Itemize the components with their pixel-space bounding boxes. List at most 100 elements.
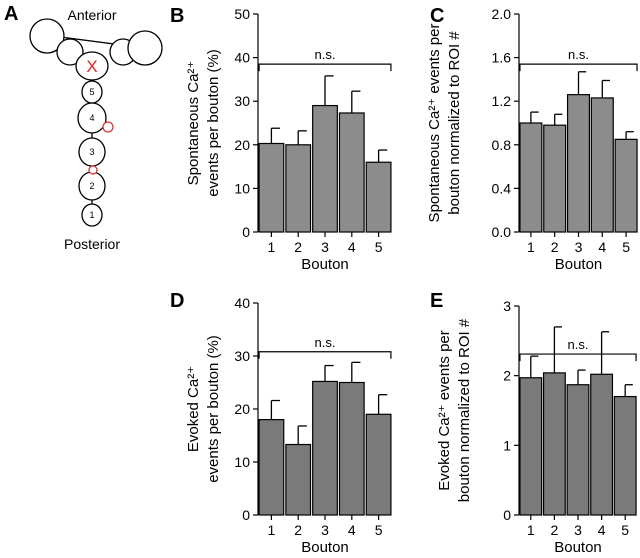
bar bbox=[312, 380, 338, 516]
x-axis-label: Bouton bbox=[301, 539, 349, 556]
bar bbox=[590, 97, 614, 233]
x-tick-label: 5 bbox=[375, 522, 383, 538]
y-axis-label-line: Evoked Ca²⁺ events per bbox=[436, 330, 453, 491]
x-tick-label: 1 bbox=[527, 522, 535, 538]
red-marker bbox=[102, 121, 114, 133]
x-tick-label: 4 bbox=[598, 239, 606, 255]
significance-bracket bbox=[258, 63, 392, 72]
y-axis-label-line: bouton normalized to ROI # bbox=[446, 31, 463, 215]
y-axis-label-line: Spontaneous Ca²⁺ events per bbox=[426, 24, 443, 223]
y-tick-label: 0 bbox=[503, 507, 511, 523]
x-axis-label: Bouton bbox=[555, 256, 603, 273]
panel-letter: A bbox=[4, 3, 18, 25]
panel-letter: B bbox=[170, 5, 184, 27]
y-tick-label: 50 bbox=[234, 6, 250, 22]
bouton-number: 4 bbox=[89, 113, 94, 123]
y-tick-label: 2 bbox=[503, 368, 511, 384]
y-tick-label: 0.4 bbox=[492, 180, 512, 196]
significance-bracket bbox=[519, 63, 638, 72]
y-tick-label: 0 bbox=[242, 224, 250, 240]
y-axis-label: Evoked Ca²⁺ events per bouton normalized … bbox=[436, 318, 473, 502]
x-tick-label: 4 bbox=[348, 239, 356, 255]
y-axis-label: Spontaneous Ca²⁺ events per bouton normal… bbox=[426, 24, 463, 223]
bar bbox=[365, 413, 392, 516]
bar bbox=[285, 443, 312, 516]
y-axis-label-line: Spontaneous Ca²⁺ bbox=[185, 61, 202, 186]
x-tick-label: 2 bbox=[551, 239, 559, 255]
posterior-label: Posterior bbox=[64, 236, 120, 252]
y-tick-label: 1 bbox=[503, 437, 511, 453]
x-tick-label: 4 bbox=[348, 522, 356, 538]
bar bbox=[338, 112, 365, 233]
x-tick-label: 1 bbox=[268, 522, 276, 538]
bar bbox=[312, 104, 338, 233]
x-tick-label: 1 bbox=[527, 239, 535, 255]
y-tick-label: 30 bbox=[234, 93, 250, 109]
bouton-number: 3 bbox=[89, 147, 94, 157]
y-axis-label: Spontaneous Ca²⁺ events per bouton (%) bbox=[185, 49, 222, 197]
y-tick-label: 2.0 bbox=[492, 6, 512, 22]
bouton-shape bbox=[77, 102, 107, 134]
y-axis-label-line: events per bouton (%) bbox=[205, 335, 222, 483]
bar bbox=[590, 373, 614, 516]
y-tick-label: 0.8 bbox=[492, 137, 512, 153]
marker: X bbox=[86, 57, 97, 76]
significance-bracket bbox=[519, 353, 637, 362]
bar bbox=[566, 384, 590, 516]
x-tick-label: 2 bbox=[551, 522, 559, 538]
bar bbox=[519, 122, 543, 233]
x-tick-label: 2 bbox=[294, 522, 302, 538]
y-axis-label-line: Evoked Ca²⁺ bbox=[185, 366, 202, 452]
y-axis-label-line: bouton normalized to ROI # bbox=[456, 318, 473, 502]
y-tick-label: 30 bbox=[234, 348, 250, 364]
y-tick-label: 20 bbox=[234, 401, 250, 417]
significance-label: n.s. bbox=[315, 335, 336, 350]
x-tick-label: 4 bbox=[598, 522, 606, 538]
y-tick-label: 40 bbox=[234, 50, 250, 66]
bar bbox=[258, 142, 285, 233]
significance-label: n.s. bbox=[568, 47, 589, 62]
y-tick-label: 10 bbox=[234, 454, 250, 470]
x-tick-label: 2 bbox=[294, 239, 302, 255]
bouton-shape bbox=[127, 30, 163, 66]
y-axis-label: Evoked Ca²⁺ events per bouton (%) bbox=[185, 335, 222, 483]
bar bbox=[285, 144, 312, 233]
y-tick-label: 0.0 bbox=[492, 224, 512, 240]
y-tick-label: 1.2 bbox=[492, 93, 512, 109]
panel-letter: D bbox=[170, 290, 184, 312]
panel-letter: E bbox=[430, 290, 443, 312]
bar bbox=[365, 161, 392, 233]
y-tick-label: 0 bbox=[242, 507, 250, 523]
red-marker bbox=[88, 165, 98, 175]
bouton-shape bbox=[75, 51, 109, 81]
x-axis-label: Bouton bbox=[554, 539, 602, 556]
bouton-number: 5 bbox=[89, 87, 94, 97]
significance-bracket bbox=[258, 351, 392, 359]
y-axis-label-line: events per bouton (%) bbox=[205, 49, 222, 197]
x-tick-label: 3 bbox=[321, 522, 329, 538]
x-tick-label: 1 bbox=[268, 239, 276, 255]
bar bbox=[613, 395, 637, 516]
x-tick-label: 5 bbox=[622, 239, 630, 255]
y-tick-label: 40 bbox=[234, 295, 250, 311]
bar bbox=[614, 138, 638, 233]
anterior-label: Anterior bbox=[67, 7, 116, 23]
significance-label: n.s. bbox=[568, 337, 589, 352]
x-tick-label: 3 bbox=[321, 239, 329, 255]
bouton-number: 1 bbox=[89, 210, 94, 220]
y-tick-label: 10 bbox=[234, 180, 250, 196]
y-tick-label: 1.6 bbox=[492, 50, 512, 66]
bar bbox=[542, 372, 566, 516]
panel-letter: C bbox=[430, 5, 444, 27]
bar bbox=[566, 94, 591, 233]
bouton-shape bbox=[81, 203, 103, 227]
bouton-shape bbox=[56, 38, 84, 66]
y-tick-label: 20 bbox=[234, 137, 250, 153]
bar bbox=[338, 381, 365, 516]
bouton-number: 2 bbox=[89, 181, 94, 191]
x-tick-label: 5 bbox=[621, 522, 629, 538]
x-tick-label: 3 bbox=[574, 522, 582, 538]
bar bbox=[519, 377, 543, 516]
significance-label: n.s. bbox=[315, 47, 336, 62]
